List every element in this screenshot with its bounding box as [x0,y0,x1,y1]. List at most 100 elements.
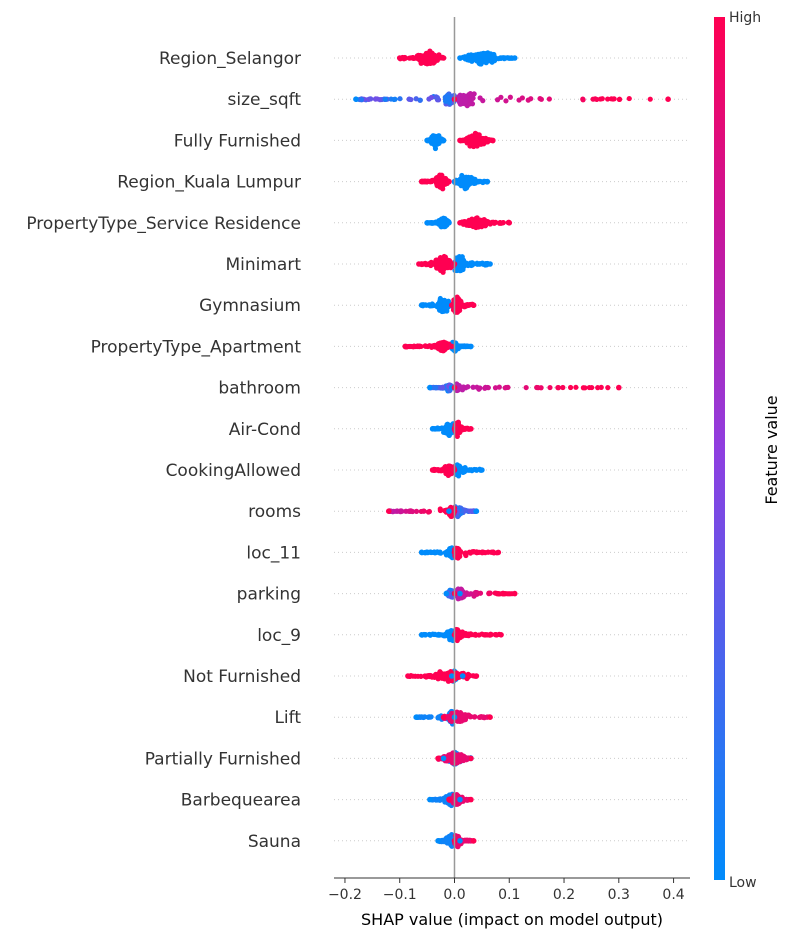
data-point [467,181,473,187]
data-point [466,591,472,597]
data-point [511,55,518,61]
data-point [427,54,433,60]
data-point [398,508,404,514]
data-point [418,632,425,638]
data-point [589,384,595,391]
data-point [605,96,611,102]
data-point [484,178,491,185]
data-point [605,385,611,391]
data-point [418,178,425,185]
data-point [427,384,433,391]
data-point [432,136,438,142]
data-point [442,426,449,432]
data-point [431,343,437,349]
data-point [498,632,504,638]
data-point [359,96,365,103]
data-point [440,265,447,271]
data-point [448,668,454,675]
data-point [471,142,477,148]
data-point [626,95,632,102]
data-point [438,181,444,187]
data-point [441,301,448,307]
data-point [498,94,504,100]
data-point [463,552,469,559]
data-point [480,140,486,146]
data-point [472,589,479,596]
data-point [476,386,482,392]
data-point [507,94,513,100]
data-point [445,95,451,101]
data-point [493,219,499,225]
data-point [471,56,477,62]
data-point [457,590,463,597]
data-point [616,384,622,391]
data-point [487,261,493,267]
data-point [435,467,441,473]
data-point [396,55,403,61]
data-point [428,94,434,101]
data-point [665,96,671,102]
data-point [429,261,435,267]
data-point [415,673,421,679]
data-point [439,384,445,391]
data-point [495,549,502,556]
data-point [456,383,462,390]
data-point [422,343,428,349]
data-point [420,261,426,267]
data-point [528,96,534,102]
data-point [418,302,425,309]
data-point [580,96,586,102]
data-point [429,301,435,307]
data-point [422,53,428,59]
data-point [496,384,502,390]
data-point [498,220,504,226]
data-point [490,137,496,144]
data-point [442,464,449,470]
data-point [474,549,480,555]
data-point [491,52,497,58]
data-point [477,590,484,596]
data-point [582,385,588,391]
data-point [486,590,492,596]
data-point [385,508,392,514]
data-point [492,385,499,391]
data-point [406,96,412,102]
data-point [438,177,444,183]
data-point [423,302,430,308]
data-point [490,549,496,555]
data-point [446,466,452,473]
data-point [437,675,443,681]
data-point [611,96,617,102]
data-point [473,673,480,679]
data-point [464,138,470,145]
data-point [436,341,442,348]
data-point [424,137,430,144]
data-point [492,631,498,638]
data-point [446,508,452,514]
data-point [463,178,469,184]
data-point [448,343,455,350]
data-point [397,96,403,102]
data-point [477,95,483,101]
data-point [468,92,475,99]
data-point [508,55,514,61]
data-point [523,384,529,391]
data-point [459,254,465,260]
data-point [502,385,508,391]
data-point [459,258,465,264]
data-point [435,426,441,432]
data-point [440,220,446,227]
data-point [492,590,498,596]
data-point [437,507,443,514]
data-point [592,96,598,102]
data-point [477,178,483,184]
data-point [471,261,477,267]
data-point [468,426,474,432]
data-point [442,177,448,184]
data-point [436,346,442,352]
data-point [469,177,475,183]
data-point [597,96,604,102]
data-point [409,508,416,515]
data-point [567,384,574,391]
